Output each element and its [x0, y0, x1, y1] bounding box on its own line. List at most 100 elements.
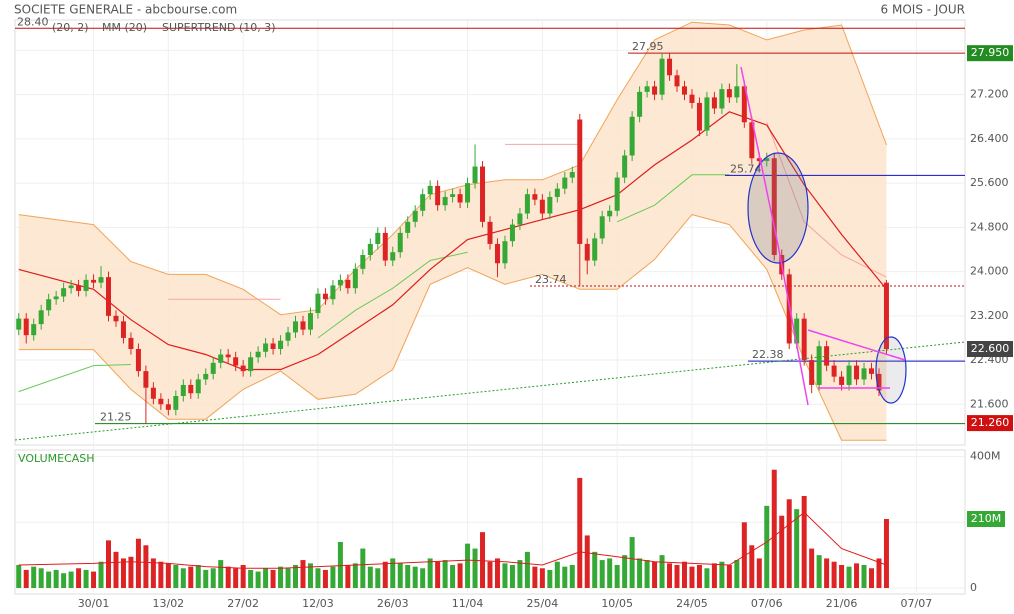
volume-bar	[322, 569, 328, 588]
candle-body	[502, 241, 508, 264]
candle-body	[831, 365, 837, 377]
price-label: 21.260	[971, 416, 1010, 429]
level-label: 25.74	[730, 162, 762, 175]
candle-body	[53, 296, 59, 300]
candle-body	[16, 318, 22, 330]
candle-body	[719, 89, 725, 109]
candle-body	[696, 102, 702, 131]
x-tick-label: 07/07	[901, 597, 933, 610]
volume-bar	[225, 566, 231, 588]
volume-bar	[667, 563, 673, 588]
volume-bar	[764, 505, 770, 588]
volume-bar	[120, 558, 126, 588]
volume-bar	[210, 568, 216, 588]
volume-bar	[106, 540, 112, 588]
volume-bar	[46, 571, 52, 588]
volume-bar	[554, 561, 560, 588]
volume-bar	[375, 568, 381, 588]
candle-body	[487, 221, 493, 244]
volume-bar	[704, 568, 710, 588]
volume-bar	[91, 571, 97, 588]
volume-bar	[352, 563, 358, 588]
volume-bar	[569, 565, 575, 588]
candle-body	[726, 89, 732, 98]
candle-body	[128, 337, 134, 349]
chart-title: SOCIETE GENERALE - abcbourse.com	[14, 3, 237, 17]
volume-bar	[240, 565, 246, 588]
candle-body	[91, 279, 97, 283]
highlight-ellipse	[747, 152, 809, 264]
candle-body	[218, 354, 224, 363]
candle-body	[577, 119, 583, 244]
volume-bar	[861, 565, 867, 588]
candle-body	[143, 371, 149, 388]
price-label-box	[967, 45, 1013, 62]
candle-body	[554, 188, 560, 197]
candle-body	[569, 172, 575, 178]
candle-body	[734, 86, 740, 98]
volume-bar	[390, 558, 396, 588]
level-label: 22.38	[752, 348, 784, 361]
volume-bar	[442, 560, 448, 588]
candle-body	[337, 279, 343, 286]
volume-bar	[816, 555, 822, 588]
candle-body	[883, 282, 889, 349]
candle-body	[173, 396, 179, 410]
level-label: 21.25	[100, 411, 132, 424]
volume-bar	[592, 551, 598, 588]
price-label: 22.600	[971, 342, 1010, 355]
candle-body	[83, 279, 89, 291]
volume-bar	[711, 563, 717, 588]
candle-body	[809, 360, 815, 385]
volume-bar	[203, 569, 209, 588]
volume-bar	[794, 509, 800, 588]
candle-body	[854, 365, 860, 380]
volume-bar	[480, 532, 486, 588]
y-tick-label: 23.200	[970, 309, 1009, 322]
volume-bar	[719, 561, 725, 588]
x-tick-label: 11/04	[452, 597, 484, 610]
candle-body	[180, 384, 186, 396]
volume-bar	[143, 545, 149, 588]
x-tick-label: 25/04	[527, 597, 559, 610]
trendline	[14, 341, 966, 441]
candle-body	[876, 373, 882, 391]
volume-bar	[158, 561, 164, 588]
y-tick-label: 27.200	[970, 88, 1009, 101]
volume-bar	[547, 569, 553, 588]
candle-body	[659, 58, 665, 95]
candle-body	[771, 158, 777, 255]
supertrend-up	[18, 174, 730, 393]
volume-label: 210M	[971, 512, 1002, 525]
volume-bar	[509, 565, 515, 588]
candle-body	[868, 368, 874, 374]
y-tick-label: 24.000	[970, 265, 1009, 278]
candle-body	[861, 368, 867, 380]
volume-bar	[681, 561, 687, 588]
candle-body	[592, 238, 598, 261]
band-lower	[18, 214, 887, 441]
volume-bar	[756, 558, 762, 588]
volume-bar	[405, 565, 411, 588]
volume-bar	[883, 519, 889, 588]
panel-title: VOLUMECASH	[18, 452, 95, 465]
candle-body	[599, 216, 605, 239]
volume-bar	[771, 469, 777, 588]
candle-body	[472, 166, 478, 184]
volume-bar	[659, 555, 665, 588]
candle-body	[711, 97, 717, 109]
volume-bar	[195, 565, 201, 588]
y-tick-label: 26.400	[970, 132, 1009, 145]
volume-bar	[614, 565, 620, 588]
candle-body	[345, 279, 351, 289]
volume-bar	[450, 565, 456, 588]
volume-bar	[382, 561, 388, 588]
candle-body	[248, 357, 254, 372]
volume-bar	[165, 563, 171, 588]
drawing-line	[807, 329, 906, 361]
candle-body	[607, 210, 613, 217]
candle-body	[524, 194, 530, 214]
candle-body	[375, 232, 381, 244]
candle-body	[435, 185, 441, 206]
